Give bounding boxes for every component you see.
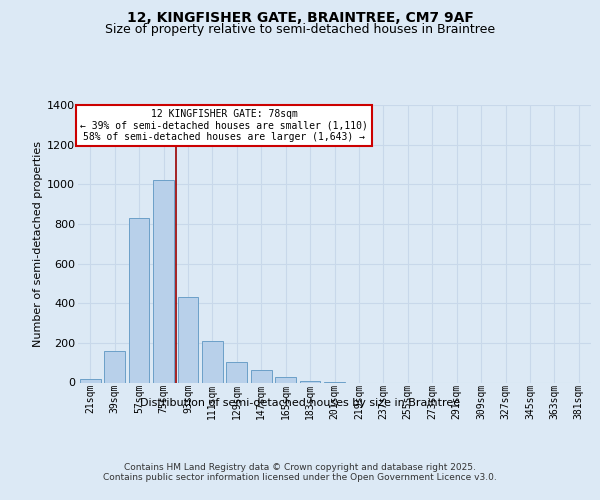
Bar [299, 381, 320, 382]
Y-axis label: Number of semi-detached properties: Number of semi-detached properties [33, 141, 43, 347]
Text: 12 KINGFISHER GATE: 78sqm
← 39% of semi-detached houses are smaller (1,110)
58% : 12 KINGFISHER GATE: 78sqm ← 39% of semi-… [80, 109, 368, 142]
Bar [202, 341, 223, 382]
Text: Distribution of semi-detached houses by size in Braintree: Distribution of semi-detached houses by … [140, 398, 460, 407]
Text: 12, KINGFISHER GATE, BRAINTREE, CM7 9AF: 12, KINGFISHER GATE, BRAINTREE, CM7 9AF [127, 11, 473, 25]
Bar [104, 351, 125, 382]
Bar [275, 377, 296, 382]
Bar [226, 362, 247, 382]
Bar [178, 298, 199, 382]
Bar [251, 370, 272, 382]
Text: Contains HM Land Registry data © Crown copyright and database right 2025.
Contai: Contains HM Land Registry data © Crown c… [103, 462, 497, 482]
Text: Size of property relative to semi-detached houses in Braintree: Size of property relative to semi-detach… [105, 22, 495, 36]
Bar [128, 218, 149, 382]
Bar [80, 378, 101, 382]
Bar [153, 180, 174, 382]
